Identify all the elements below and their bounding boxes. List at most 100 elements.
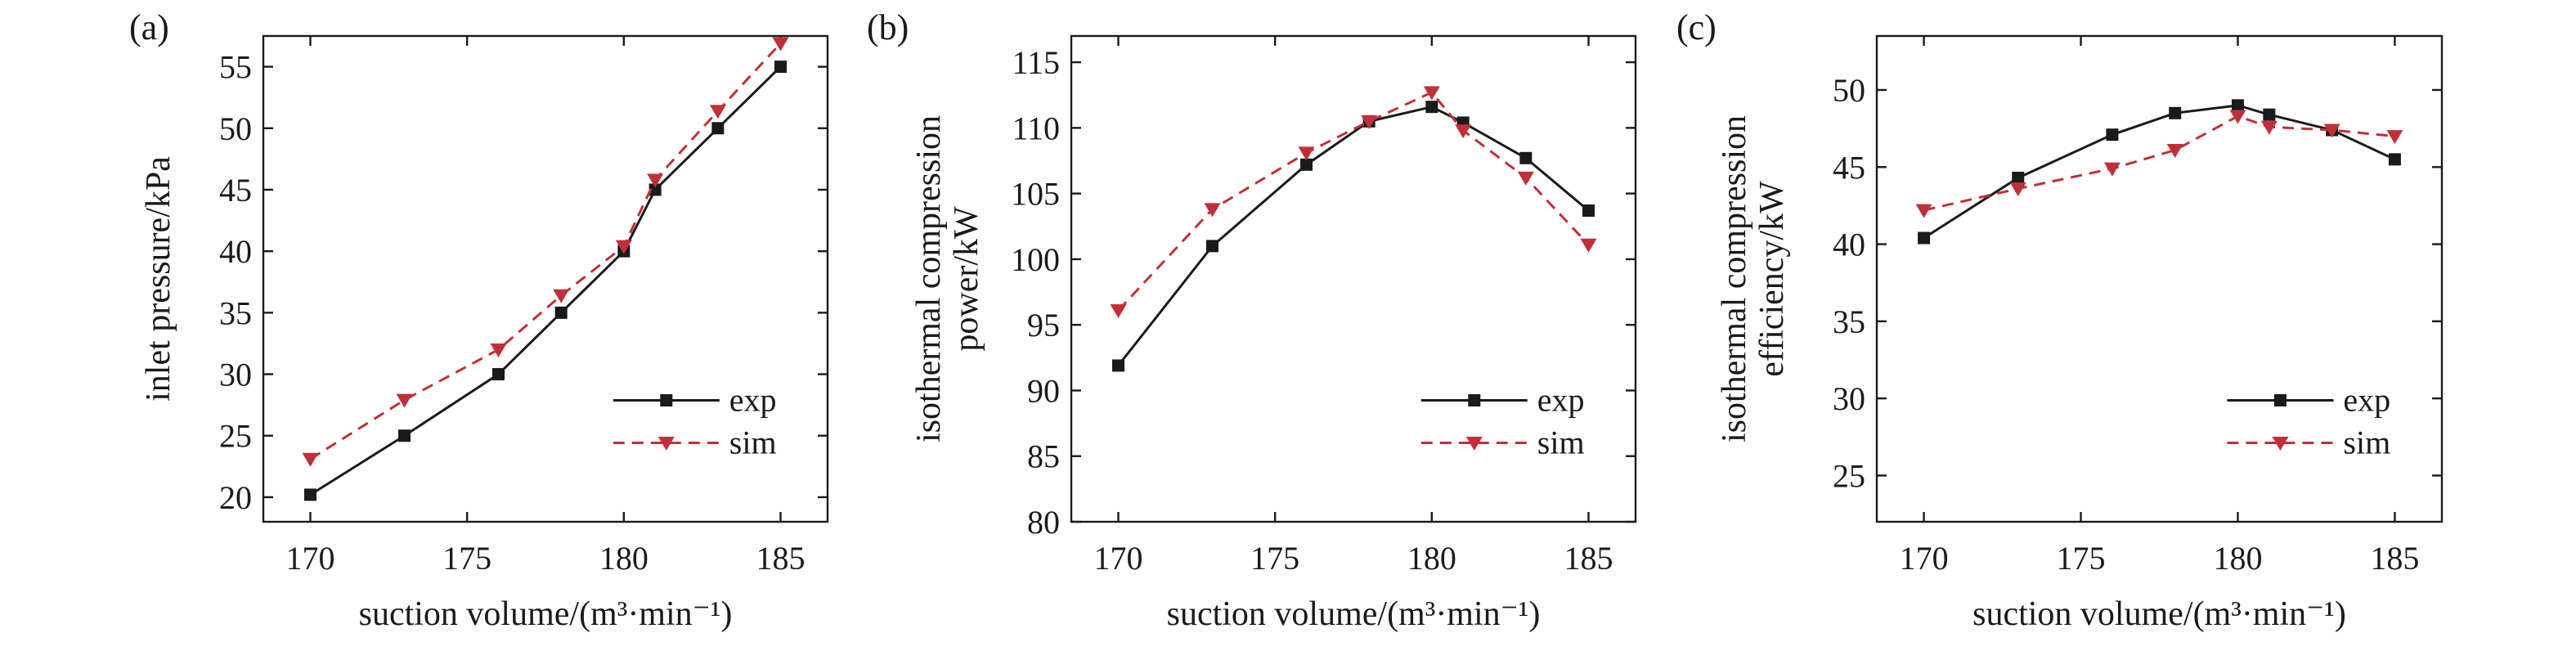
panel-label: (a)	[129, 7, 169, 47]
y-tick-label: 90	[1027, 372, 1060, 409]
data-point-exp	[1918, 231, 1931, 245]
data-point-exp	[1112, 359, 1124, 372]
y-tick-label: 35	[219, 294, 252, 331]
data-point-sim	[1580, 238, 1597, 253]
x-tick-label: 170	[1900, 540, 1949, 577]
y-tick-label: 25	[219, 418, 252, 455]
y-axis-label: isothermal compression	[1716, 115, 1753, 442]
data-point-exp	[2388, 153, 2401, 166]
legend-marker-exp	[2273, 394, 2287, 406]
data-point-sim	[2229, 110, 2246, 124]
data-point-sim	[2166, 144, 2183, 159]
data-point-exp	[2012, 171, 2025, 184]
data-point-sim	[1517, 171, 1534, 186]
series-line-sim	[1117, 91, 1590, 312]
series-line-exp	[1923, 104, 2396, 240]
y-tick-label: 45	[1833, 149, 1865, 186]
data-point-sim	[302, 452, 319, 467]
data-point-exp	[2263, 108, 2276, 121]
y-tick-label: 55	[219, 49, 252, 86]
y-tick-label: 30	[219, 357, 252, 393]
panel-label: (c)	[1676, 7, 1717, 47]
data-point-exp	[1206, 240, 1218, 253]
x-tick-label: 185	[2370, 540, 2419, 577]
data-point-sim	[2103, 162, 2120, 177]
y-tick-label: 35	[1833, 303, 1865, 340]
panel-label: (b)	[867, 7, 909, 47]
x-tick-label: 175	[1250, 540, 1299, 577]
y-tick-label: 40	[1833, 227, 1865, 263]
x-tick-label: 180	[1407, 540, 1456, 577]
data-point-exp	[1519, 151, 1533, 164]
legend-label-exp: exp	[2343, 382, 2390, 419]
y-tick-label: 25	[1833, 457, 1865, 494]
y-tick-label: 115	[1012, 44, 1060, 81]
data-point-sim	[615, 240, 632, 254]
plot-frame	[262, 34, 829, 523]
y-tick-label: 45	[219, 172, 252, 209]
data-point-sim	[1110, 304, 1127, 319]
legend-marker-exp	[1468, 394, 1481, 406]
y-axis-label: inlet pressure/kPa	[140, 156, 177, 402]
legend-label-exp: exp	[1537, 382, 1585, 419]
y-tick-label: 20	[219, 479, 252, 516]
y-axis-label: power/kW	[948, 206, 985, 352]
data-point-sim	[2386, 130, 2403, 145]
y-tick-label: 30	[1833, 380, 1865, 417]
x-tick-label: 180	[599, 540, 648, 577]
data-point-sim	[647, 173, 664, 188]
data-point-exp	[1425, 101, 1438, 114]
series-line-exp	[309, 65, 782, 496]
plot-frame	[1875, 34, 2444, 523]
legend-label-exp: exp	[729, 382, 777, 419]
x-tick-label: 185	[1564, 540, 1613, 577]
series-line-sim	[309, 43, 782, 460]
y-tick-label: 40	[219, 233, 252, 270]
x-tick-label: 180	[2213, 540, 2262, 577]
data-point-sim	[553, 289, 570, 303]
y-tick-label: 100	[1011, 241, 1060, 278]
y-tick-label: 80	[1027, 504, 1060, 541]
data-point-sim	[2323, 123, 2340, 138]
x-axis-label: suction volume/(m³·min⁻¹)	[1972, 595, 2346, 633]
series-line-sim	[1923, 114, 2395, 212]
legend-marker-sim	[2272, 437, 2289, 451]
legend-marker-sim	[1465, 437, 1483, 451]
data-point-exp	[711, 122, 725, 135]
chart-panel-c: (c) 170 175 180 185 25 30 35 40 45 50 suction volum…	[1676, 7, 2444, 633]
y-axis-label: efficiency/kW	[1753, 181, 1791, 377]
data-point-exp	[648, 183, 662, 196]
data-point-exp	[2106, 128, 2119, 141]
y-tick-label: 110	[1012, 110, 1060, 146]
x-tick-label: 170	[1094, 540, 1143, 577]
y-tick-label: 50	[219, 110, 252, 147]
data-point-sim	[2260, 120, 2278, 135]
y-tick-label: 105	[1011, 176, 1060, 213]
data-point-sim	[490, 343, 507, 357]
data-point-exp	[2169, 106, 2182, 119]
y-tick-label: 85	[1027, 438, 1060, 475]
chart-panel-a: (a) 170 175 180 185 20 25 30 35 40 45 50 55 suction v…	[129, 7, 829, 633]
data-point-sim	[1455, 124, 1472, 139]
y-tick-label: 95	[1027, 307, 1060, 343]
plot-frame	[1070, 34, 1637, 523]
x-tick-label: 175	[2057, 540, 2106, 577]
y-axis-label: isothermal compression	[910, 115, 948, 442]
data-point-exp	[1300, 158, 1313, 171]
legend-marker-exp	[660, 394, 673, 406]
x-tick-label: 170	[286, 540, 335, 577]
data-point-exp	[554, 306, 568, 319]
y-tick-label: 50	[1833, 72, 1865, 109]
data-point-sim	[1204, 203, 1221, 218]
chart-panel-b: (b) 170 175 180 185 80 85 90 95 100 105 110 115 sucti…	[867, 7, 1637, 633]
x-tick-label: 175	[442, 540, 491, 577]
data-point-sim	[2009, 182, 2026, 197]
legend-label-sim: sim	[2343, 424, 2390, 461]
x-axis-label: suction volume/(m³·min⁻¹)	[359, 595, 733, 633]
data-point-exp	[398, 429, 411, 442]
data-point-sim	[709, 105, 726, 119]
data-point-exp	[1582, 204, 1595, 218]
series-line-exp	[1117, 106, 1590, 366]
x-axis-label: suction volume/(m³·min⁻¹)	[1167, 595, 1541, 633]
